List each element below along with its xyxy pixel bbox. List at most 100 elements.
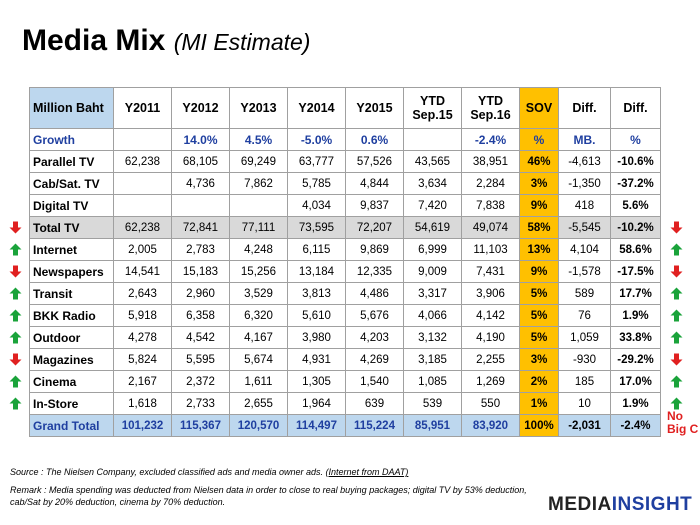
growth-cell (113, 128, 172, 151)
table-cell: 4,190 (461, 326, 520, 349)
grand-total-cell: 114,497 (287, 414, 346, 437)
column-header-line2: Sep.16 (470, 108, 511, 122)
table-cell: 5,785 (287, 172, 346, 195)
growth-cell: 4.5% (229, 128, 288, 151)
column-header-line1: YTD (420, 94, 445, 108)
table-cell: 4,142 (461, 304, 520, 327)
column-header-line1: Diff. (623, 101, 648, 115)
table-cell: -37.2% (610, 172, 661, 195)
up-arrow-icon (670, 397, 683, 410)
table-cell: 9% (519, 260, 559, 283)
table-cell: 4,736 (171, 172, 230, 195)
table-cell: 2,783 (171, 238, 230, 261)
table-cell: 2,960 (171, 282, 230, 305)
column-header: YTD Sep.16 (461, 87, 520, 129)
no-big-c-line2: Big C (667, 422, 699, 436)
row-label: Outdoor (29, 326, 114, 349)
column-header: Y2012 (171, 87, 230, 129)
table-cell: 76 (558, 304, 611, 327)
table-cell: 3,317 (403, 282, 462, 305)
column-header: Diff. (610, 87, 661, 129)
growth-cell: % (519, 128, 559, 151)
table-cell: 17.0% (610, 370, 661, 393)
table-body: Million Baht Y2011 Y2012 Y2013 Y2014 Y2015 YTD… (29, 87, 661, 437)
table-cell: 5% (519, 282, 559, 305)
column-header: Y2011 (113, 87, 172, 129)
table-cell: 639 (345, 392, 404, 415)
growth-cell: -5.0% (287, 128, 346, 151)
no-big-c-note: No Big C (667, 410, 698, 436)
row-label: Transit (29, 282, 114, 305)
table-cell: 9,009 (403, 260, 462, 283)
table-cell: 62,238 (113, 150, 172, 173)
up-arrow-icon (9, 397, 22, 410)
table-cell: 5.6% (610, 194, 661, 217)
grand-total-cell: -2,031 (558, 414, 611, 437)
table-cell (229, 194, 288, 217)
table-cell (113, 194, 172, 217)
growth-cell: 14.0% (171, 128, 230, 151)
grand-total-cell: 85,951 (403, 414, 462, 437)
table-row: Newspapers 14,541 15,183 15,256 13,184 12,335… (29, 260, 661, 283)
table-cell: 6,320 (229, 304, 288, 327)
table-cell: 4,248 (229, 238, 288, 261)
table-cell: 3,813 (287, 282, 346, 305)
table-cell: 2,255 (461, 348, 520, 371)
column-header: YTD Sep.15 (403, 87, 462, 129)
up-arrow-icon (9, 243, 22, 256)
table-cell: 1,611 (229, 370, 288, 393)
down-arrow-icon (9, 353, 22, 366)
table-cell: 2,643 (113, 282, 172, 305)
table-cell: 49,074 (461, 216, 520, 239)
column-header-line1: Diff. (572, 101, 597, 115)
table-cell: 539 (403, 392, 462, 415)
table-cell: 7,420 (403, 194, 462, 217)
up-arrow-icon (670, 243, 683, 256)
table-row: Cab/Sat. TV 4,736 7,862 5,785 4,844 3,634 2,28… (29, 172, 661, 195)
column-header: Y2013 (229, 87, 288, 129)
table-cell: 7,838 (461, 194, 520, 217)
table-cell: 5,676 (345, 304, 404, 327)
table-row: In-Store 1,618 2,733 2,655 1,964 639 539 550 1% 1… (29, 392, 661, 415)
table-cell: 73,595 (287, 216, 346, 239)
column-header: Diff. (558, 87, 611, 129)
table-cell: 5,918 (113, 304, 172, 327)
grand-total-cell: 100% (519, 414, 559, 437)
column-header-line1: Y2015 (356, 101, 393, 115)
table-cell: 550 (461, 392, 520, 415)
table-cell: 185 (558, 370, 611, 393)
up-arrow-icon (670, 375, 683, 388)
table-cell: 1.9% (610, 392, 661, 415)
table-cell: 57,526 (345, 150, 404, 173)
growth-cell: -2.4% (461, 128, 520, 151)
table-cell: 1.9% (610, 304, 661, 327)
table-cell: 5% (519, 326, 559, 349)
down-arrow-icon (9, 265, 22, 278)
up-arrow-icon (670, 331, 683, 344)
table-cell: 2,372 (171, 370, 230, 393)
table-cell: 46% (519, 150, 559, 173)
up-arrow-icon (9, 287, 22, 300)
table-cell: 2,733 (171, 392, 230, 415)
source-text: Source : The Nielsen Company, excluded c… (10, 467, 326, 477)
media-mix-table-wrap: Million Baht Y2011 Y2012 Y2013 Y2014 Y2015 YTD… (29, 87, 661, 437)
table-cell: 4,931 (287, 348, 346, 371)
table-cell: 5,674 (229, 348, 288, 371)
column-header: SOV (519, 87, 559, 129)
table-row: Internet 2,005 2,783 4,248 6,115 9,869 6,999 11… (29, 238, 661, 261)
header-corner: Million Baht (29, 87, 114, 129)
table-cell: 6,358 (171, 304, 230, 327)
row-label: Cinema (29, 370, 114, 393)
grand-total-cell: 120,570 (229, 414, 288, 437)
grand-total-cell: 115,367 (171, 414, 230, 437)
table-cell: 9,837 (345, 194, 404, 217)
table-cell: -1,350 (558, 172, 611, 195)
table-cell: 4,278 (113, 326, 172, 349)
table-cell: 418 (558, 194, 611, 217)
grand-total-cell: 101,232 (113, 414, 172, 437)
table-cell: 77,111 (229, 216, 288, 239)
grand-total-cell: 83,920 (461, 414, 520, 437)
table-cell: 33.8% (610, 326, 661, 349)
grand-total-cell: 115,224 (345, 414, 404, 437)
title-subtitle: (MI Estimate) (173, 29, 311, 55)
